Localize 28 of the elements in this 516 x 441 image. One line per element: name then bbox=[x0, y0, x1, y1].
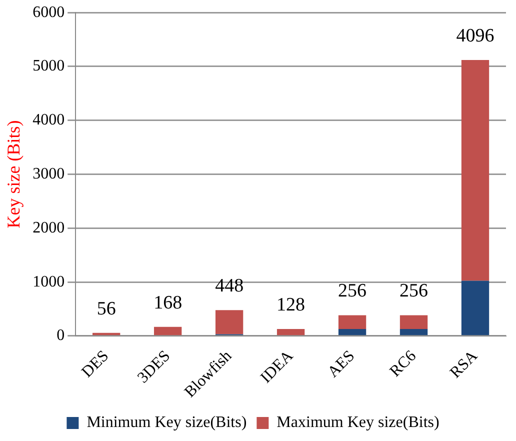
bar bbox=[276, 329, 305, 336]
bar bbox=[338, 329, 366, 336]
data-label: 168 bbox=[154, 292, 182, 314]
y-tick-label: 0 bbox=[56, 327, 65, 344]
y-tick-label: 1000 bbox=[32, 273, 65, 290]
bar bbox=[154, 326, 182, 336]
y-tick-label: 2000 bbox=[32, 219, 65, 236]
data-label: 128 bbox=[276, 294, 306, 316]
bar bbox=[461, 60, 490, 281]
bar bbox=[400, 329, 428, 336]
legend-label: Minimum Key size(Bits) bbox=[86, 414, 247, 432]
bar bbox=[400, 315, 428, 330]
y-axis-title: Key size (Bits) bbox=[4, 120, 24, 228]
data-label: 256 bbox=[400, 280, 428, 302]
y-tick-label: 4000 bbox=[32, 112, 65, 129]
y-tick-label: 5000 bbox=[32, 58, 65, 75]
x-tick-label: RC6 bbox=[386, 348, 420, 380]
y-tick-label: 6000 bbox=[32, 4, 65, 21]
legend-label: Maximum Key size(Bits) bbox=[276, 414, 440, 432]
bar bbox=[338, 315, 366, 330]
bar bbox=[215, 310, 244, 334]
x-tick-label: RSA bbox=[447, 347, 482, 382]
bar bbox=[461, 280, 490, 336]
y-tick-label: 3000 bbox=[32, 165, 65, 182]
data-label: 4096 bbox=[456, 26, 494, 47]
data-label: 56 bbox=[96, 298, 116, 320]
data-label: 448 bbox=[215, 276, 244, 297]
data-label: 256 bbox=[338, 280, 367, 302]
